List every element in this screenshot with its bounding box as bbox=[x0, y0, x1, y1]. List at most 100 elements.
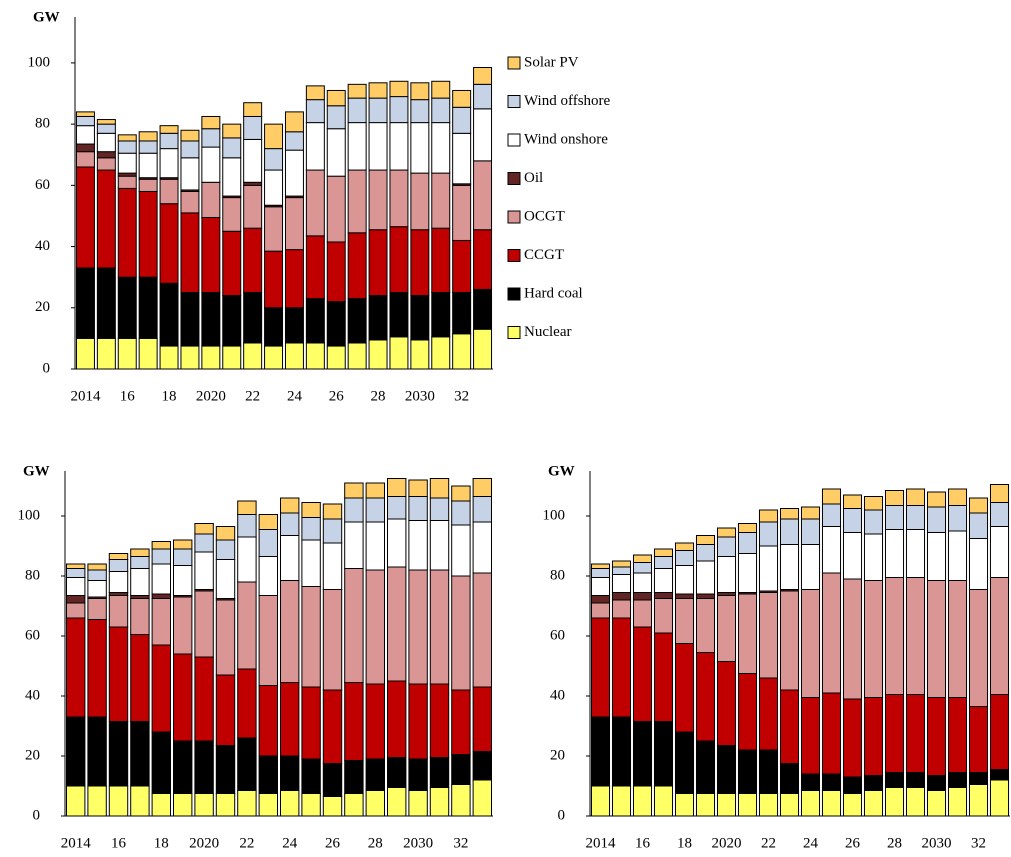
bar-segment bbox=[674, 643, 695, 733]
x-tick-label: 26 bbox=[325, 835, 341, 851]
bar-segment bbox=[87, 569, 107, 581]
bar-segment bbox=[472, 521, 493, 574]
x-tick-label: 32 bbox=[971, 835, 986, 851]
bar-segment bbox=[237, 737, 257, 791]
bar-segment bbox=[305, 342, 325, 370]
bar-segment bbox=[695, 535, 716, 545]
bar-segment bbox=[632, 599, 653, 628]
legend-label: Nuclear bbox=[524, 324, 571, 340]
bar-segment bbox=[611, 592, 632, 601]
bar-segment bbox=[194, 793, 214, 817]
bar-segment bbox=[65, 595, 86, 604]
bar-segment bbox=[884, 505, 905, 530]
bar-segment bbox=[279, 512, 300, 536]
x-tick-label: 24 bbox=[282, 835, 298, 851]
bar-segment bbox=[108, 785, 129, 817]
bar-segment bbox=[842, 578, 863, 700]
bar-segment bbox=[590, 568, 611, 578]
bar-segment bbox=[108, 553, 129, 560]
bar-segment bbox=[151, 644, 172, 733]
bar-segment bbox=[431, 172, 451, 229]
bar-segment bbox=[201, 291, 221, 347]
bar-segment bbox=[389, 169, 409, 228]
bar-segment bbox=[653, 632, 674, 722]
bar-segment bbox=[75, 337, 95, 370]
bar-segment bbox=[159, 345, 179, 370]
bar-segment bbox=[389, 122, 409, 171]
bar-segment bbox=[611, 785, 632, 817]
bar-segment bbox=[180, 190, 200, 214]
bar-segment bbox=[800, 518, 821, 545]
bar-segment bbox=[237, 500, 257, 515]
bar-segment bbox=[737, 593, 758, 674]
bar-segment bbox=[279, 682, 300, 757]
bar-segment bbox=[695, 593, 716, 599]
bar-segment bbox=[117, 134, 137, 142]
bar-segment bbox=[322, 589, 343, 691]
bar-segment bbox=[695, 652, 716, 742]
x-tick-label: 2020 bbox=[189, 835, 219, 851]
bar-segment bbox=[222, 345, 242, 370]
y-tick-label: 20 bbox=[25, 747, 40, 763]
bar-segment bbox=[87, 580, 107, 598]
bar-segment bbox=[386, 496, 407, 520]
legend-swatch bbox=[507, 249, 521, 262]
bar-segment bbox=[429, 569, 450, 685]
bar-segment bbox=[389, 291, 409, 338]
x-tick-label: 2030 bbox=[405, 388, 435, 404]
bar-segment bbox=[968, 772, 989, 785]
bar-segment bbox=[863, 509, 884, 535]
x-tick-label: 2030 bbox=[403, 835, 433, 851]
x-tick-label: 16 bbox=[635, 835, 651, 851]
bar-segment bbox=[863, 533, 884, 581]
bar-segment bbox=[472, 779, 493, 817]
bar-segment bbox=[674, 598, 695, 644]
bar-segment bbox=[472, 751, 493, 781]
bar-segment bbox=[368, 97, 388, 124]
bar-segment bbox=[408, 758, 428, 791]
bar-segment bbox=[410, 295, 430, 341]
bar-segment bbox=[75, 151, 95, 168]
bar-segment bbox=[386, 478, 407, 497]
bar-segment bbox=[87, 563, 107, 571]
x-tick-label: 18 bbox=[162, 388, 177, 404]
y-axis-label: GW bbox=[548, 463, 575, 479]
x-tick-label: 2014 bbox=[586, 835, 617, 851]
bar-segment bbox=[863, 496, 884, 511]
bar-segment bbox=[429, 478, 450, 499]
bar-segment bbox=[408, 520, 428, 571]
y-tick-label: 100 bbox=[28, 54, 51, 70]
bar-segment bbox=[472, 478, 493, 497]
bar-segment bbox=[201, 115, 221, 130]
bar-segment bbox=[632, 562, 653, 574]
bar-segment bbox=[451, 500, 471, 526]
bar-segment bbox=[264, 206, 284, 252]
bar-segment bbox=[96, 132, 116, 153]
bar-segment bbox=[347, 169, 367, 234]
bar-segment bbox=[429, 497, 450, 521]
bar-segment bbox=[284, 111, 304, 133]
bar-segment bbox=[611, 599, 632, 619]
bar-segment bbox=[473, 160, 493, 231]
bar-segment bbox=[884, 529, 905, 578]
bar-segment bbox=[264, 123, 284, 150]
bar-segment bbox=[800, 544, 821, 590]
bar-segment bbox=[926, 697, 947, 776]
bar-segment bbox=[258, 685, 279, 757]
bar-segment bbox=[159, 178, 179, 205]
bar-segment bbox=[130, 568, 150, 596]
bar-segment bbox=[172, 596, 193, 655]
bar-segment bbox=[926, 491, 947, 508]
bar-segment bbox=[258, 529, 279, 557]
bar-segment bbox=[926, 532, 947, 581]
bar-segment bbox=[365, 683, 386, 760]
bar-segment bbox=[590, 577, 611, 596]
bar-segment bbox=[305, 85, 325, 101]
bar-segment bbox=[172, 565, 193, 596]
bar-segment bbox=[989, 779, 1010, 817]
bar-segment bbox=[451, 575, 471, 691]
bar-segment bbox=[75, 115, 95, 127]
bar-segment bbox=[989, 769, 1010, 781]
bar-segment bbox=[590, 617, 611, 718]
bar-segment bbox=[611, 574, 632, 593]
